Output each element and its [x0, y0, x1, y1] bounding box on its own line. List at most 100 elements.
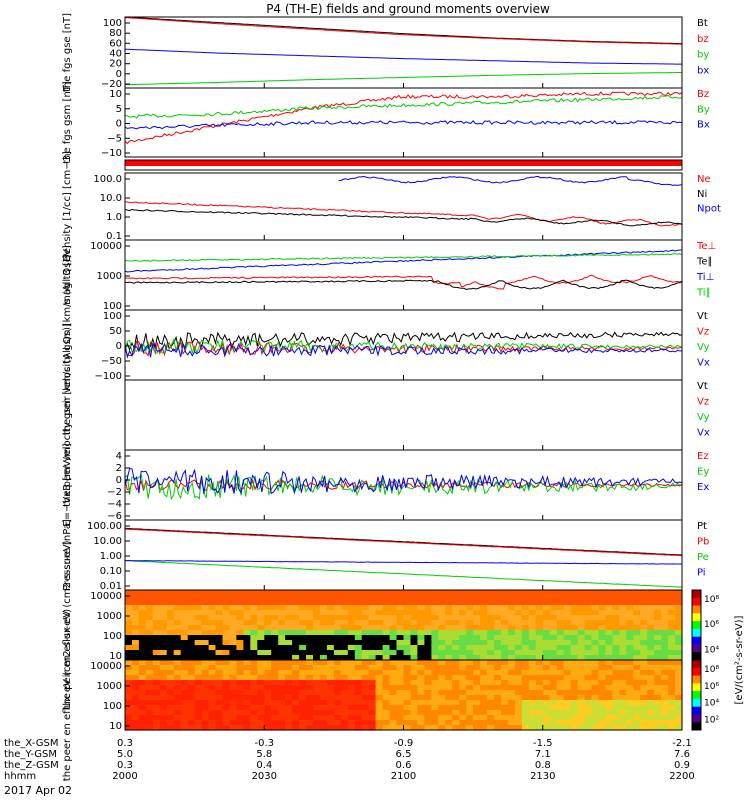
spectrogram-cell	[605, 610, 613, 616]
spectrogram-cell	[396, 630, 405, 636]
spectrogram-cell	[292, 700, 300, 706]
spectrogram-cell	[132, 600, 140, 606]
spectrogram-cell	[410, 600, 419, 606]
spectrogram-cell	[326, 665, 335, 671]
spectrogram-cell	[229, 645, 237, 651]
spectrogram-cell	[661, 700, 669, 706]
spectrogram-cell	[417, 680, 425, 686]
spectrogram-cell	[403, 675, 412, 681]
spectrogram-cell	[459, 600, 467, 606]
spectrogram-cell	[570, 635, 579, 641]
spectrogram-cell	[132, 650, 140, 656]
spectrogram-cell	[236, 670, 244, 676]
spectrogram-cell	[521, 630, 530, 636]
spectrogram-cell	[591, 695, 600, 701]
spectrogram-cell	[382, 705, 391, 711]
spectrogram-cell	[626, 595, 634, 601]
spectrogram-cell	[514, 660, 523, 666]
spectrogram-cell	[675, 595, 683, 601]
spectrogram-cell	[675, 710, 683, 716]
spectrogram-cell	[145, 665, 154, 671]
spectrogram-cell	[584, 605, 593, 611]
spectrogram-cell	[417, 605, 425, 611]
spectrogram-cell	[438, 595, 446, 601]
spectrogram-cell	[473, 705, 481, 711]
spectrogram-cell	[563, 660, 572, 666]
spectrogram-cell	[668, 690, 676, 696]
spectrogram-cell	[368, 630, 377, 636]
spectrogram-cell	[542, 620, 551, 626]
spectrogram-cell	[640, 620, 648, 626]
panel-ylabel: the peer velocity gsm [km/s (All Qs)]	[62, 323, 73, 507]
spectrogram-cell	[591, 615, 600, 621]
spectrogram-cell	[271, 705, 279, 711]
spectrogram-cell	[445, 635, 453, 641]
spectrogram-cell	[633, 715, 641, 721]
spectrogram-cell	[215, 615, 224, 621]
spectrogram-cell	[389, 685, 398, 691]
spectrogram-cell	[487, 665, 495, 671]
spectrogram-cell	[487, 695, 495, 701]
spectrogram-cell	[480, 700, 488, 706]
spectrogram-cell	[145, 695, 154, 701]
spectrogram-cell	[549, 655, 558, 661]
spectrogram-cell	[417, 675, 425, 681]
spectrogram-cell	[452, 670, 460, 676]
spectrogram-cell	[459, 665, 467, 671]
spectrogram-cell	[459, 720, 467, 726]
spectrogram-cell	[354, 715, 363, 721]
spectrogram-cell	[535, 680, 544, 686]
spectrogram-cell	[319, 610, 328, 616]
spectrogram-cell	[570, 660, 579, 666]
panel-peir_velocity: the peir velocity gsm [km/s (All Qs)] VtV…	[62, 255, 710, 436]
spectrogram-cell	[299, 660, 307, 666]
y-tick-label: 10000	[90, 241, 122, 252]
colorbar-segment	[692, 644, 701, 653]
spectrogram-cell	[605, 590, 613, 596]
spectrogram-cell	[431, 670, 439, 676]
spectrogram-cell	[187, 650, 196, 656]
spectrogram-cell	[236, 725, 244, 731]
spectrogram-cell	[187, 640, 196, 646]
spectrogram-cell	[215, 670, 224, 676]
spectrogram-cell	[292, 675, 300, 681]
spectrogram-cell	[668, 665, 676, 671]
spectrogram-cell	[633, 675, 641, 681]
spectrogram-cell	[152, 650, 161, 656]
spectrogram-cell	[473, 620, 481, 626]
spectrogram-cell	[459, 595, 467, 601]
spectrogram-cell	[640, 705, 648, 711]
spectrogram-cell	[480, 670, 488, 676]
spectrogram-cell	[132, 625, 140, 631]
spectrogram-cell	[494, 655, 502, 661]
spectrogram-cell	[668, 705, 676, 711]
spectrogram-cell	[278, 720, 286, 726]
spectrogram-cell	[306, 600, 314, 606]
spectrogram-cell	[187, 675, 196, 681]
spectrogram-cell	[668, 645, 676, 651]
y-tick-label: 20	[109, 59, 122, 70]
spectrogram-cell	[514, 605, 523, 611]
spectrogram-cell	[173, 615, 182, 621]
spectrogram-cell	[250, 705, 258, 711]
spectrogram-cell	[487, 660, 495, 666]
spectrogram-cell	[501, 710, 509, 716]
spectrogram-cell	[389, 635, 398, 641]
spectrogram-cell	[480, 665, 488, 671]
spectrogram-cell	[654, 680, 662, 686]
spectrogram-cell	[647, 640, 655, 646]
spectrogram-cell	[633, 600, 641, 606]
spectrogram-cell	[570, 685, 579, 691]
spectrogram-cell	[556, 590, 565, 596]
spectrogram-cell	[563, 710, 572, 716]
spectrogram-cell	[229, 715, 237, 721]
spectrogram-cell	[431, 610, 439, 616]
spectrogram-cell	[459, 695, 467, 701]
spectrogram-cell	[431, 665, 439, 671]
spectrogram-cell	[556, 705, 565, 711]
spectrogram-cell	[313, 715, 321, 721]
spectrogram-cell	[319, 635, 328, 641]
spectrogram-cell	[375, 695, 384, 701]
spectrogram-cell	[354, 725, 363, 731]
